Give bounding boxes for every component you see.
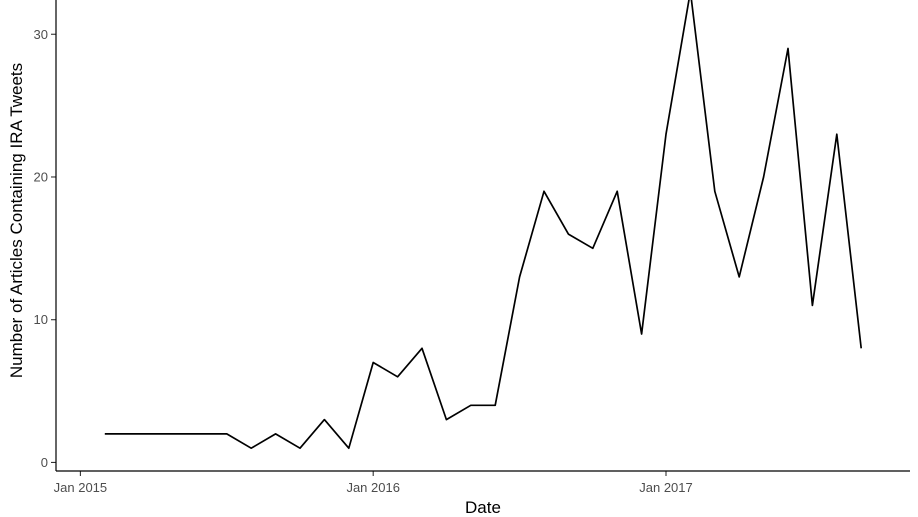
x-tick-label: Jan 2015 [54, 480, 108, 495]
series-line [104, 0, 863, 450]
y-tick-label: 30 [34, 27, 48, 42]
y-axis-title: Number of Articles Containing IRA Tweets [7, 63, 26, 378]
x-axis-title: Date [465, 498, 501, 517]
y-tick-label: 0 [41, 455, 48, 470]
y-axis-ticks: 0 10 20 30 [34, 27, 56, 470]
x-tick-label: Jan 2016 [346, 480, 400, 495]
plot-area [104, 0, 863, 450]
y-tick-label: 10 [34, 312, 48, 327]
x-tick-label: Jan 2017 [639, 480, 693, 495]
x-axis-ticks: Jan 2015 Jan 2016 Jan 2017 [54, 471, 693, 495]
y-tick-label: 20 [34, 169, 48, 184]
